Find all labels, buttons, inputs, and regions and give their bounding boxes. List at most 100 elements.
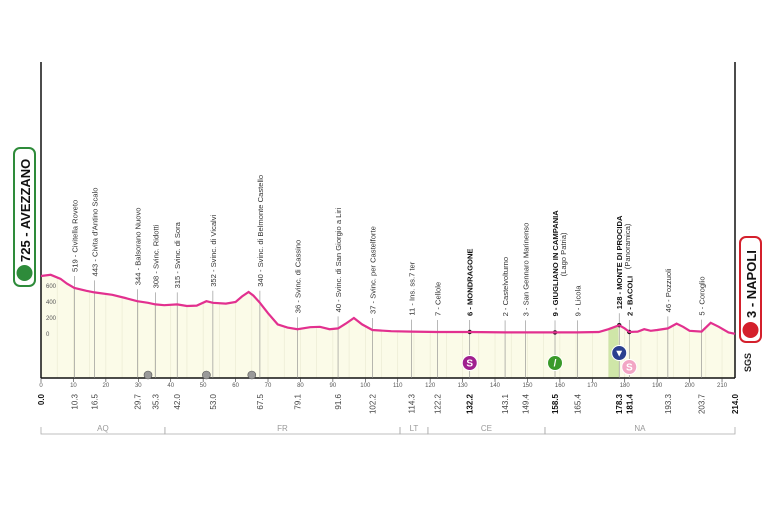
x-tick-label: 160 <box>555 383 566 389</box>
km-label: 149.4 <box>522 393 531 414</box>
waypoint-label: 36 - Svinc. di Cassino <box>294 240 303 313</box>
profile-line <box>40 273 736 335</box>
x-tick-label: 10 <box>70 383 77 389</box>
waypoint-label: 7 - Cellole <box>433 282 442 316</box>
waypoint-label: 46 - Pozzuoli <box>664 268 673 312</box>
x-tick-label: 0 <box>39 383 43 389</box>
marker-circle <box>461 355 478 371</box>
province-label: CE <box>481 424 492 433</box>
km-label: 53.0 <box>209 393 218 409</box>
km-label: 114.3 <box>408 393 417 413</box>
x-tick-label: 100 <box>360 383 371 389</box>
km-label: 29.7 <box>133 393 142 409</box>
x-tick-label: 190 <box>652 383 663 389</box>
marker-symbol: ▼ <box>614 349 624 360</box>
waypoint-label: 340 - Svinc. di Belmonte Castello <box>256 175 265 287</box>
km-label: 165.4 <box>573 393 582 414</box>
province-label: LT <box>410 424 419 433</box>
x-tick-label: 80 <box>297 383 304 389</box>
km-label: 10.3 <box>70 393 79 409</box>
x-tick-label: 150 <box>522 383 533 389</box>
start-label: 725 - AVEZZANO <box>18 159 33 262</box>
x-tick-label: 180 <box>620 383 631 389</box>
x-tick-label: 90 <box>330 383 337 389</box>
finish-badge-frame <box>739 236 762 343</box>
waypoint-sublabel: (Panoramica) <box>623 223 632 269</box>
waypoint-label: 443 - Civita d'Antino Scalo <box>91 188 100 277</box>
waypoint-label: 2 - BACOLI <box>625 276 634 316</box>
waypoint-label: 5 - Coroglio <box>698 276 707 315</box>
waypoint-label: 6 - MONDRAGONE <box>466 248 475 316</box>
x-tick-label: 130 <box>458 383 469 389</box>
x-tick-label: 200 <box>685 383 696 389</box>
start-icon <box>16 265 33 281</box>
km-label: 102.2 <box>368 393 377 414</box>
waypoint-label: 37 - Svinc. per Castelforte <box>368 226 377 314</box>
elevation-tick-label: 0 <box>46 332 50 338</box>
x-tick-label: 170 <box>587 383 598 389</box>
profile-area <box>41 274 735 378</box>
province-label: FR <box>277 424 288 433</box>
waypoint-label: 11 - Ins. ss.7 ter <box>408 261 417 315</box>
elevation-tick-label: 600 <box>46 284 57 290</box>
km-label: 143.1 <box>501 393 510 414</box>
km-label: 203.7 <box>698 393 707 414</box>
waypoint-label: 128 - MONTE DI PROCIDA <box>615 215 624 309</box>
waypoint-label: 519 - Civitella Roveto <box>70 200 79 272</box>
marker-circle <box>547 355 564 371</box>
elevation-tick-label: 400 <box>46 300 57 306</box>
finish-badge: 3 - NAPOLI <box>739 236 762 343</box>
sgs-logo: SGS <box>743 353 753 372</box>
x-tick-label: 140 <box>490 383 501 389</box>
start-badge: 725 - AVEZZANO <box>13 147 36 287</box>
road-feature-icon <box>143 370 153 380</box>
waypoint-label: 40 - Svinc. di San Giorgio a Liri <box>334 207 343 312</box>
province-label: AQ <box>97 424 109 433</box>
marker-circle <box>621 359 638 375</box>
waypoint-sublabel: (Lago Patria) <box>559 232 568 276</box>
finish-icon <box>742 322 759 338</box>
km-label: 79.1 <box>294 393 303 409</box>
marker-circle <box>611 345 628 361</box>
finish-label: 3 - NAPOLI <box>744 250 759 318</box>
km-label: 16.5 <box>91 393 100 409</box>
km-label: 158.5 <box>551 393 560 414</box>
start-badge-frame <box>13 147 36 287</box>
x-tick-label: 20 <box>103 383 110 389</box>
waypoint-label: 3 - San Gennaro Marinenso <box>522 223 531 317</box>
x-tick-label: 40 <box>167 383 174 389</box>
waypoint-label: 344 - Balsorano Nuovo <box>133 208 142 286</box>
sprint-marker-icon: S <box>461 355 478 371</box>
waypoint-label: 9 - Licola <box>573 285 582 317</box>
km-label: 132.2 <box>466 393 475 414</box>
x-tick-label: 210 <box>717 383 728 389</box>
kom-marker-icon: ▼ <box>611 345 628 361</box>
km-label: 181.4 <box>625 393 634 414</box>
km-label: 67.5 <box>256 393 265 409</box>
marker-symbol: S <box>626 363 633 374</box>
km-label: 42.0 <box>173 393 182 409</box>
x-tick-label: 110 <box>393 383 403 389</box>
province-bracket <box>544 427 736 435</box>
x-tick-label: 70 <box>265 383 272 389</box>
intermediate-marker-icon: / <box>547 355 564 371</box>
km-label: 193.3 <box>664 393 673 414</box>
road-feature-icon <box>247 370 257 380</box>
x-tick-label: 30 <box>135 383 142 389</box>
road-feature-icon <box>202 370 211 380</box>
x-tick-label: 120 <box>425 383 436 389</box>
marker-symbol: / <box>554 359 557 370</box>
marker-symbol: S <box>466 359 473 370</box>
elevation-tick-label: 200 <box>46 316 57 322</box>
km-label: 178.3 <box>615 393 624 414</box>
waypoint-label: 9 - GIUGLIANO IN CAMPANIA <box>551 210 560 317</box>
km-label: 0.0 <box>37 393 46 405</box>
x-tick-label: 60 <box>232 383 239 389</box>
waypoint-label: 352 - Svinc. di Vicalvi <box>209 214 218 286</box>
waypoint-label: 315 - Svinc. di Sora <box>173 221 182 288</box>
sprint-marker-icon: S <box>621 359 638 375</box>
waypoint-label: 2 - Castelvolturno <box>501 257 510 317</box>
km-label: 91.6 <box>334 393 343 409</box>
km-label: 214.0 <box>731 393 740 414</box>
